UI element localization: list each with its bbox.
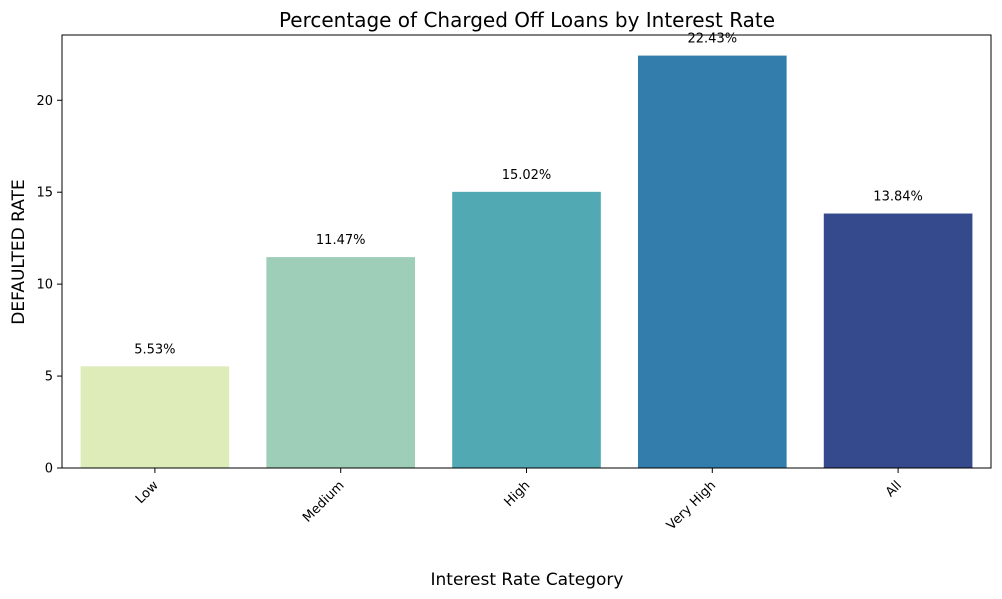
data-label: 15.02% xyxy=(502,168,552,183)
x-tick-label: High xyxy=(502,478,534,510)
x-tick-label: Very High xyxy=(664,478,719,533)
data-label: 22.43% xyxy=(688,32,738,47)
x-tick-label: Medium xyxy=(300,478,347,525)
bar-very-high xyxy=(637,55,787,469)
y-axis-label: DEFAULTED RATE xyxy=(9,179,29,324)
data-label: 13.84% xyxy=(873,190,923,205)
x-tick-label: All xyxy=(883,478,905,500)
plot-frame xyxy=(61,34,992,469)
y-tick-label: 10 xyxy=(36,278,53,293)
chart-title: Percentage of Charged Off Loans by Inter… xyxy=(279,8,775,32)
bar-high xyxy=(452,191,601,468)
x-tick-label: Low xyxy=(133,478,162,507)
bar-all xyxy=(823,213,973,468)
y-tick-label: 5 xyxy=(45,370,53,385)
bars-group xyxy=(80,55,973,469)
x-axis-label: Interest Rate Category xyxy=(431,570,624,590)
y-tick-label: 20 xyxy=(36,94,53,109)
y-axis: 0 5 10 15 20 xyxy=(36,94,62,477)
data-label: 5.53% xyxy=(134,342,175,357)
x-axis: Low Medium High Very High All xyxy=(133,468,905,533)
bar-low xyxy=(80,366,230,468)
bar-medium xyxy=(266,257,416,468)
y-tick-label: 15 xyxy=(36,186,53,201)
y-tick-label: 0 xyxy=(45,462,53,477)
data-label: 11.47% xyxy=(316,233,366,248)
